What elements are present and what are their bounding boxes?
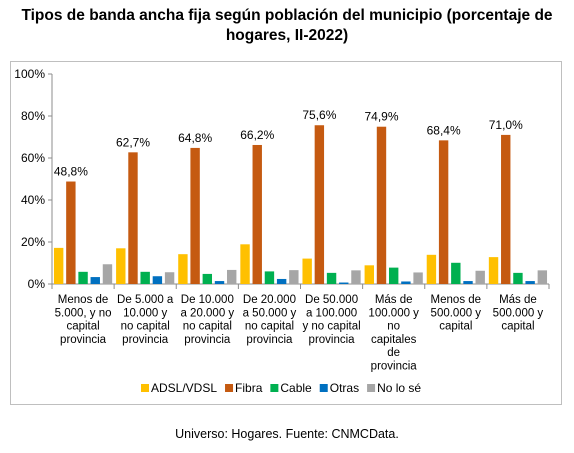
bar — [214, 281, 225, 284]
bar — [289, 270, 299, 284]
bar — [190, 147, 200, 284]
data-label: 62,7% — [116, 135, 150, 149]
data-label: 64,8% — [178, 131, 212, 145]
bar — [501, 134, 511, 284]
bar — [227, 269, 237, 284]
bar — [463, 281, 473, 284]
x-category-label: Menos de 5.000, y no capital provincia — [55, 294, 112, 346]
bar — [53, 247, 64, 284]
legend-swatch — [270, 384, 279, 392]
chart-title-line-2: hogares, II-2022) — [225, 27, 349, 44]
bar — [78, 271, 88, 284]
bar — [451, 262, 461, 284]
y-tick-label: 60% — [21, 151, 45, 165]
bar — [351, 270, 361, 284]
x-category-label: De 50.000 a 100.000 y no capital provincia — [302, 294, 360, 346]
bar — [128, 152, 138, 284]
bar — [525, 281, 535, 284]
bar — [326, 272, 337, 284]
bar — [102, 264, 113, 284]
bar — [488, 257, 499, 284]
x-category-label: De 20.000 a 50.000 y no capital provincia — [243, 294, 297, 346]
x-category-label: De 5.000 a 10.000 y no capital provincia — [117, 294, 174, 346]
legend-label: No lo sé — [377, 381, 421, 395]
bar — [178, 254, 188, 284]
bar — [513, 272, 523, 284]
y-tick-label: 80% — [21, 109, 45, 123]
bar — [90, 277, 100, 284]
bar — [364, 265, 374, 284]
bar — [413, 272, 423, 284]
legend-label: Otras — [330, 381, 359, 395]
chart-title: Tipos de banda ancha fija según població… — [0, 6, 574, 46]
bar — [302, 258, 312, 284]
source-note: Universo: Hogares. Fuente: CNMCData. — [175, 427, 399, 441]
legend-swatch — [141, 384, 149, 392]
bar — [152, 276, 163, 284]
x-category-label: Más de 100.000 y no capitales de provincia — [368, 294, 419, 373]
bar — [314, 125, 325, 285]
legend-swatch — [367, 384, 376, 392]
bar — [202, 273, 213, 284]
bar — [438, 140, 449, 284]
bar — [426, 254, 437, 284]
chart-title-line-1: Tipos de banda ancha fija según població… — [21, 7, 553, 24]
bar — [240, 244, 250, 284]
bar — [475, 270, 485, 284]
data-label: 68,4% — [427, 123, 461, 137]
data-label: 66,2% — [240, 128, 274, 142]
bar — [276, 278, 287, 284]
bar — [66, 181, 76, 284]
y-tick-label: 40% — [21, 193, 45, 207]
bar-layer — [53, 125, 548, 285]
legend-label: ADSL/VDSL — [151, 381, 217, 395]
data-label: 71,0% — [489, 118, 523, 132]
bar — [339, 282, 349, 284]
bar — [264, 271, 275, 284]
axis-layer: 0% 20% 40% 60% 80% 100% — [14, 67, 550, 291]
bar — [140, 271, 150, 284]
y-tick-label: 0% — [28, 277, 46, 291]
bar — [376, 126, 387, 285]
y-tick-label: 20% — [21, 235, 45, 249]
x-category-label: Más de 500.000 y capital — [493, 294, 544, 333]
bar — [388, 267, 399, 284]
bar — [537, 270, 548, 284]
x-category-label: Menos de 500.000 y capital — [431, 294, 482, 333]
bar — [252, 144, 262, 284]
data-label-layer: 48,8% 62,7% 64,8% 66,2% 75,6% 74,9% 68,4% 71,0% — [54, 108, 523, 178]
legend-label: Cable — [280, 381, 312, 395]
x-category-label: De 10.000 a 20.000 y no capital provincia — [180, 294, 234, 346]
bar — [116, 248, 126, 284]
bar — [401, 281, 411, 284]
y-tick-label: 100% — [14, 67, 45, 81]
data-label: 75,6% — [302, 108, 336, 122]
legend-label: Fibra — [235, 381, 263, 395]
legend-swatch — [225, 384, 234, 392]
chart-frame — [10, 61, 562, 405]
legend: ADSL/VDSL Fibra Cable Otras No lo sé — [141, 381, 421, 395]
data-label: 48,8% — [54, 165, 88, 179]
bar — [164, 272, 175, 284]
data-label: 74,9% — [364, 110, 398, 124]
legend-swatch — [319, 384, 328, 392]
